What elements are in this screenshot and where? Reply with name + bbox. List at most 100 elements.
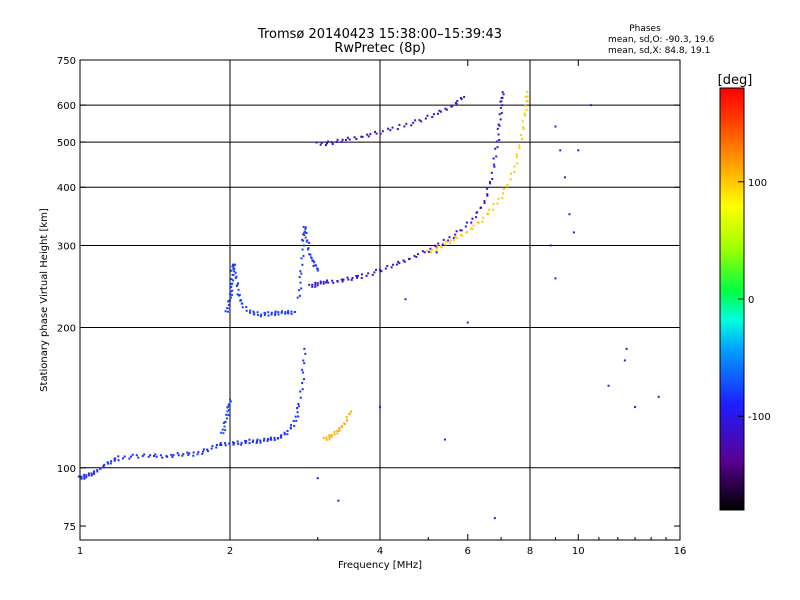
data-point [306, 239, 309, 242]
data-point [304, 228, 307, 231]
data-point [319, 280, 322, 283]
data-point [192, 454, 195, 457]
data-point [313, 261, 316, 264]
data-point [245, 440, 248, 443]
data-point [336, 280, 339, 283]
data-point [319, 282, 322, 285]
series-e-x-mode-segment [322, 410, 353, 441]
data-point [452, 236, 455, 239]
data-point [85, 474, 88, 477]
data-point [256, 438, 259, 441]
data-point [110, 460, 113, 463]
data-point [498, 139, 501, 142]
data-point [300, 287, 303, 290]
data-point [273, 436, 276, 439]
colorbar-label: [deg] [718, 73, 753, 88]
data-point [340, 140, 343, 143]
data-point [403, 125, 406, 128]
y-tick-label: 100 [57, 464, 76, 475]
data-point [149, 454, 152, 457]
data-point [347, 278, 350, 281]
series-f-cusp-near-2-8-mhz [296, 225, 319, 299]
data-point [239, 299, 242, 302]
data-point [448, 236, 451, 239]
data-point [392, 263, 395, 266]
data-point [117, 459, 120, 462]
data-point [623, 359, 626, 362]
data-point [166, 455, 169, 458]
data-point [447, 239, 450, 242]
data-point [324, 144, 327, 147]
data-point [299, 281, 302, 284]
data-point [155, 455, 158, 458]
data-point [241, 306, 244, 309]
data-point [486, 193, 489, 196]
data-point [141, 455, 144, 458]
series-e-layer-trace-low-band- [77, 347, 307, 480]
data-point [509, 178, 512, 181]
data-point [231, 289, 234, 292]
data-point [346, 276, 349, 279]
data-point [330, 141, 333, 144]
data-point [403, 260, 406, 263]
data-point [266, 439, 269, 442]
data-point [341, 138, 344, 141]
x-tick-label: 10 [572, 546, 585, 557]
data-point [434, 250, 437, 253]
data-point [460, 98, 463, 101]
data-point [231, 273, 234, 276]
data-point [88, 474, 91, 477]
data-point [277, 313, 280, 316]
data-point [312, 264, 315, 267]
data-point [296, 407, 299, 410]
data-point [526, 95, 529, 98]
data-point [219, 443, 222, 446]
chart-subtitle: RwPretec (8p) [334, 41, 425, 56]
data-point [389, 129, 392, 132]
data-point [493, 517, 496, 520]
data-point [251, 441, 254, 444]
data-point [252, 439, 255, 442]
data-point [294, 415, 297, 418]
data-point [301, 263, 304, 266]
data-point [472, 224, 475, 227]
data-point [224, 444, 227, 447]
plot-area: 1 2 4 6 8 10 16 75 100 200 300 400 500 600 750 [57, 56, 686, 557]
data-point [232, 265, 235, 268]
data-point [240, 441, 243, 444]
data-point [513, 165, 516, 168]
data-point [188, 452, 191, 455]
data-point [481, 220, 484, 223]
data-point [182, 453, 185, 456]
data-point [301, 388, 304, 391]
data-point [434, 244, 437, 247]
data-point [470, 221, 473, 224]
data-point [356, 276, 359, 279]
data-point [459, 97, 462, 100]
data-point [222, 432, 225, 435]
data-point [316, 284, 319, 287]
data-point [302, 254, 305, 257]
data-point [264, 312, 267, 315]
data-point [486, 194, 489, 197]
data-point [290, 312, 293, 315]
data-point [201, 452, 204, 455]
data-point [248, 438, 251, 441]
data-point [301, 381, 304, 384]
data-point [577, 149, 580, 152]
data-point [106, 461, 109, 464]
data-point [280, 311, 283, 314]
data-point [405, 122, 408, 125]
data-point [424, 117, 427, 120]
data-point [568, 213, 571, 216]
data-point [304, 236, 307, 239]
data-point [267, 311, 270, 314]
data-point [234, 263, 237, 266]
data-point [280, 436, 283, 439]
data-point [226, 406, 229, 409]
y-tick-label: 75 [63, 522, 76, 533]
data-point [330, 434, 333, 437]
data-point [420, 120, 423, 123]
data-point [436, 112, 439, 115]
